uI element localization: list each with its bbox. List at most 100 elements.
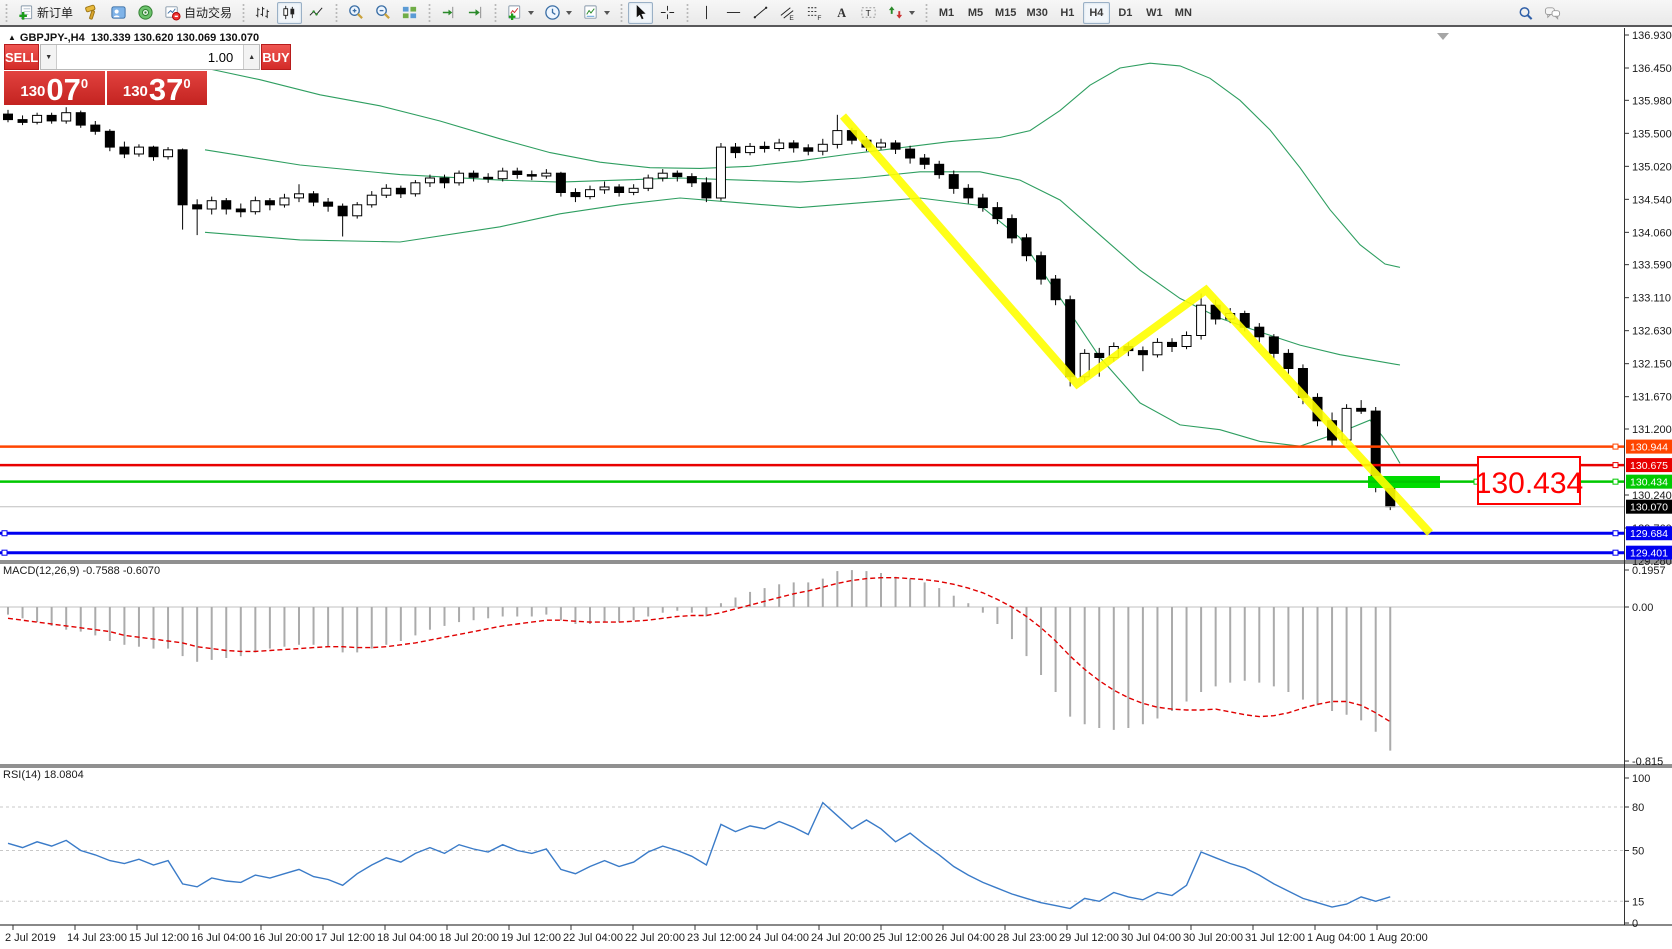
candle-body (410, 182, 421, 195)
candle-body (541, 172, 552, 177)
price-tick-label: 134.060 (1632, 227, 1672, 239)
tile-windows-button[interactable] (397, 2, 422, 24)
candle-body (686, 176, 697, 184)
channel-button[interactable]: E (775, 2, 800, 24)
toolbar-grip[interactable] (493, 2, 499, 23)
metaeditor-button[interactable] (79, 2, 104, 24)
candle-body (497, 170, 508, 180)
candle-body (715, 146, 726, 199)
price-chart[interactable]: 136.930 136.450 135.980 135.500 135.020 134.5… (0, 28, 1672, 949)
fibonacci-icon: F (806, 4, 823, 21)
collapse-panel-icon[interactable]: ▲ (8, 33, 16, 42)
toolbar-grip[interactable] (241, 2, 247, 23)
autotrading-button[interactable]: 自动交易 (160, 2, 236, 24)
line-handle[interactable] (1, 549, 8, 556)
candlestick-icon (281, 4, 298, 21)
zoom-in-button[interactable] (343, 2, 368, 24)
chevron-down-icon[interactable] (566, 10, 573, 15)
broadcast-button[interactable] (133, 2, 158, 24)
candle-body (599, 186, 610, 191)
macd-axis-label: 0.00 (1632, 602, 1653, 614)
indicators-button[interactable] (502, 2, 538, 24)
text-label-button[interactable]: T (856, 2, 881, 24)
time-tick-label: 30 Jul 20:00 (1183, 932, 1243, 944)
new-order-button[interactable]: 新订单 (13, 2, 77, 24)
chart-window[interactable]: 136.930 136.450 135.980 135.500 135.020 134.5… (0, 28, 1672, 949)
search-button[interactable] (1513, 3, 1538, 25)
time-tick-label: 16 Jul 20:00 (253, 932, 313, 944)
tf-m1-button[interactable]: M1 (933, 2, 960, 24)
tf-h1-button-label: H1 (1060, 6, 1075, 19)
arrows-button[interactable] (883, 2, 919, 24)
tf-mn-button[interactable]: MN (1170, 2, 1197, 24)
tf-m15-button[interactable]: M15 (991, 2, 1020, 24)
volume-decrease-button[interactable]: ▼ (41, 45, 58, 69)
yellow-trendline[interactable] (839, 113, 1433, 536)
buy-button[interactable]: BUY (261, 44, 291, 70)
tf-m30-button[interactable]: M30 (1022, 2, 1051, 24)
line-handle[interactable] (1612, 530, 1619, 537)
chat-button[interactable] (1540, 3, 1565, 25)
toolbar-grip[interactable] (924, 2, 930, 23)
candlestick-chart-button[interactable] (277, 1, 303, 24)
tf-m5-button[interactable]: M5 (962, 2, 989, 24)
toolbar-grip[interactable] (4, 2, 9, 23)
vertical-line-button[interactable] (694, 2, 719, 24)
volume-input[interactable] (57, 45, 244, 69)
channel-icon: E (779, 4, 796, 21)
tf-w1-button[interactable]: W1 (1141, 2, 1168, 24)
tf-mn-button-label: MN (1174, 6, 1192, 19)
line-handle[interactable] (1612, 549, 1619, 556)
crosshair-button[interactable] (655, 2, 680, 24)
tf-d1-button[interactable]: D1 (1112, 2, 1139, 24)
cursor-button[interactable] (628, 1, 654, 24)
templates-button[interactable] (578, 2, 614, 24)
big-price-callout-box[interactable] (1477, 456, 1581, 505)
text-button[interactable]: A (829, 2, 854, 24)
toolbar-grip[interactable] (619, 2, 625, 23)
chevron-down-icon[interactable] (604, 10, 611, 15)
line-handle[interactable] (1612, 478, 1619, 485)
horizontal-line-button[interactable] (721, 2, 746, 24)
one-click-trade-panel: SELL ▼ ▲ BUY 130 07 0 130 37 0 (4, 44, 291, 105)
line-handle[interactable] (1, 530, 8, 537)
tf-h4-button[interactable]: H4 (1082, 1, 1110, 24)
price-tick-label: 133.590 (1632, 260, 1672, 272)
rsi-axis-label: 15 (1632, 896, 1644, 908)
chart-shift-marker-icon[interactable] (1437, 33, 1449, 40)
autotrading-icon (164, 4, 181, 21)
auto-scroll-button[interactable] (463, 2, 488, 24)
toolbar-grip[interactable] (685, 2, 691, 23)
candle-body (46, 114, 57, 122)
chevron-down-icon[interactable] (909, 10, 916, 15)
profile-button[interactable] (106, 2, 131, 24)
candle-body (3, 113, 13, 121)
sell-button[interactable]: SELL (4, 44, 40, 70)
price-tick-label: 136.450 (1632, 63, 1672, 75)
trend-line-button[interactable] (748, 2, 773, 24)
sell-price[interactable]: 130 07 0 (4, 71, 105, 105)
bar-chart-button[interactable] (250, 2, 275, 24)
periods-button[interactable] (540, 2, 576, 24)
line-handle[interactable] (1612, 462, 1619, 469)
candle-body (585, 189, 595, 198)
candle-body (352, 204, 363, 217)
chevron-down-icon[interactable] (528, 10, 535, 15)
line-handle[interactable] (1612, 443, 1619, 450)
bid-price-label: 130.070 (1630, 502, 1668, 514)
candle-body (977, 197, 988, 209)
candle-body (1152, 341, 1163, 356)
time-tick-label: 16 Jul 04:00 (191, 932, 251, 944)
toolbar-grip[interactable] (334, 2, 340, 23)
chart-shift-button[interactable] (436, 2, 461, 24)
toolbar-grip[interactable] (427, 2, 433, 23)
tf-h1-button[interactable]: H1 (1054, 2, 1081, 24)
fibonacci-button[interactable]: F (802, 2, 827, 24)
line-chart-button[interactable] (304, 2, 329, 24)
text-label-icon: T (860, 4, 877, 21)
buy-price[interactable]: 130 37 0 (106, 71, 207, 105)
volume-increase-button[interactable]: ▲ (243, 45, 260, 69)
zoom-out-button[interactable] (370, 2, 395, 24)
macd-indicator-label: MACD(12,26,9) -0.7588 -0.6070 (3, 565, 161, 577)
level-price-label: 129.684 (1630, 528, 1668, 540)
